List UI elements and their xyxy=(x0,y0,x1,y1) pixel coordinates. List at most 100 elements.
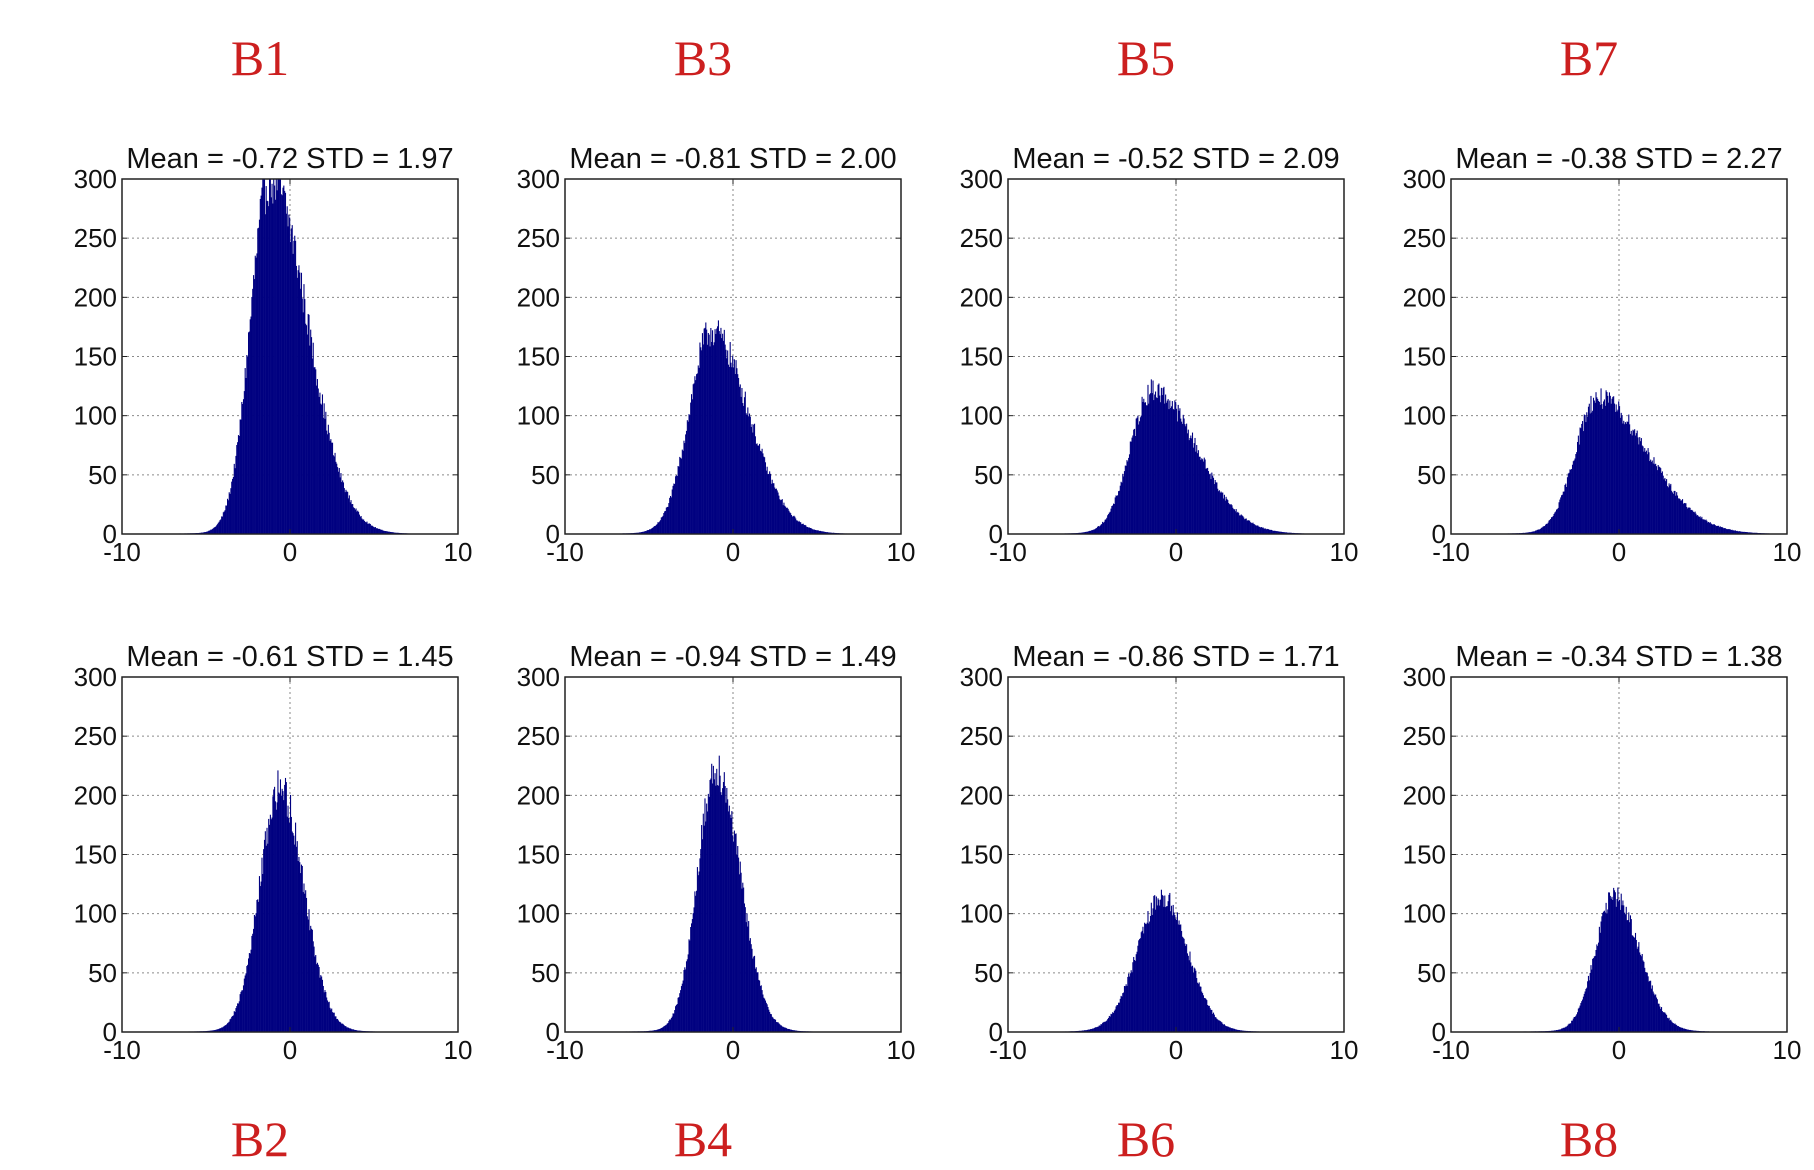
histogram-bar xyxy=(329,1007,331,1032)
histogram-bar xyxy=(1590,395,1592,534)
histogram-bar xyxy=(762,453,764,534)
histogram-bar xyxy=(226,505,228,534)
histogram-bar xyxy=(792,1030,794,1032)
histogram-bar xyxy=(1662,1012,1664,1032)
histogram-bar xyxy=(1108,512,1110,534)
histogram-bar xyxy=(1580,428,1582,534)
histogram-bar xyxy=(1200,986,1202,1032)
histogram-bar xyxy=(1242,1030,1244,1032)
histogram-bar xyxy=(339,477,341,534)
histogram-bar xyxy=(1586,987,1588,1032)
histogram-bar xyxy=(705,821,707,1032)
histogram-bar xyxy=(682,450,684,534)
histogram-bar xyxy=(766,1004,768,1032)
histogram-bar xyxy=(1092,529,1094,534)
histogram-bar xyxy=(1092,530,1094,534)
histogram-bar xyxy=(1085,531,1087,534)
histogram-bar xyxy=(730,362,732,534)
y-tick-label: 200 xyxy=(74,780,117,810)
histogram-bar xyxy=(221,516,223,534)
y-tick-label: 250 xyxy=(74,223,117,253)
histogram-bar xyxy=(1609,395,1611,534)
histogram-bar xyxy=(1577,441,1579,534)
histogram-bar xyxy=(1236,512,1238,534)
histogram-bar xyxy=(769,1011,771,1032)
histogram-bar xyxy=(780,1025,782,1032)
histogram-bar xyxy=(1166,906,1168,1032)
histogram-bar xyxy=(1176,421,1178,534)
histogram-bar xyxy=(351,504,353,534)
histogram-bar xyxy=(258,219,261,534)
histogram-bar xyxy=(728,366,730,534)
histogram-bar xyxy=(1228,502,1230,534)
histogram-bar xyxy=(1203,997,1205,1032)
histogram-bar xyxy=(342,1023,344,1032)
histogram-bar xyxy=(1082,532,1084,534)
histogram-bar xyxy=(248,332,250,534)
histogram-bar xyxy=(1099,1025,1101,1032)
histogram-bar xyxy=(1183,938,1185,1032)
histogram-bar xyxy=(1170,911,1172,1032)
histogram-bar xyxy=(1095,1027,1097,1032)
histogram-bar xyxy=(1636,430,1638,534)
histogram-bar xyxy=(242,399,245,534)
histogram-bar xyxy=(1182,414,1184,534)
histogram-bar xyxy=(1155,391,1157,534)
histogram-bar xyxy=(1189,951,1191,1032)
histogram-bar xyxy=(312,941,314,1032)
histogram-bar xyxy=(1122,993,1124,1032)
histogram-bar xyxy=(1590,965,1592,1032)
histogram-bar xyxy=(251,296,253,534)
histogram-bar xyxy=(1670,1019,1672,1032)
histogram-bar xyxy=(388,531,390,534)
histogram-bar xyxy=(1540,527,1542,534)
histogram-bar xyxy=(269,179,271,534)
histogram-bar xyxy=(684,443,686,534)
histogram-bar xyxy=(774,1019,776,1032)
histogram-bar xyxy=(722,782,725,1032)
histogram-bar xyxy=(675,1004,677,1032)
y-tick-label: 150 xyxy=(74,342,117,372)
histogram-bar xyxy=(691,923,693,1032)
histogram-bar xyxy=(1525,532,1527,534)
histogram-bar xyxy=(771,479,773,534)
histogram-bar xyxy=(1577,435,1579,534)
histogram-bar xyxy=(779,499,781,534)
histogram-bar xyxy=(1186,433,1189,534)
histogram-bar xyxy=(1097,1026,1099,1032)
histogram-bar xyxy=(749,416,751,534)
histogram-bar xyxy=(1141,396,1143,534)
histogram-bar xyxy=(208,530,210,534)
y-tick-label: 100 xyxy=(74,401,117,431)
histogram-bar xyxy=(687,421,689,534)
histogram-bar xyxy=(797,521,799,534)
histogram-bar xyxy=(803,525,805,534)
histogram-bar xyxy=(641,532,643,534)
histogram-bar xyxy=(384,531,386,534)
histogram-bar xyxy=(732,355,734,534)
histogram-bar xyxy=(1111,1014,1113,1032)
histogram-bar xyxy=(330,1009,332,1032)
histogram-bar xyxy=(302,892,304,1032)
histogram-bar xyxy=(1630,919,1632,1032)
histogram-bar xyxy=(1148,403,1150,534)
histogram-bar xyxy=(353,1029,355,1032)
histogram-bar xyxy=(1624,914,1626,1032)
histogram-bar xyxy=(1160,889,1162,1032)
histogram-bar xyxy=(324,990,326,1032)
histogram-bar xyxy=(325,991,327,1032)
histogram-bar xyxy=(1128,976,1131,1032)
histogram-bar xyxy=(1640,954,1642,1032)
histogram-bar xyxy=(1108,1015,1110,1032)
histogram-bar xyxy=(1118,1002,1120,1032)
x-tick-label: 0 xyxy=(283,1035,297,1065)
histogram-bar xyxy=(1102,522,1105,534)
histogram-bar xyxy=(308,314,310,534)
histogram-bar xyxy=(1141,930,1143,1032)
histogram-bar xyxy=(357,510,359,534)
histogram-bar xyxy=(1647,976,1649,1032)
histogram-bar xyxy=(684,967,686,1032)
histogram-bar xyxy=(345,1026,347,1032)
histogram-bar xyxy=(348,495,350,534)
histogram-bar xyxy=(1209,1008,1211,1032)
